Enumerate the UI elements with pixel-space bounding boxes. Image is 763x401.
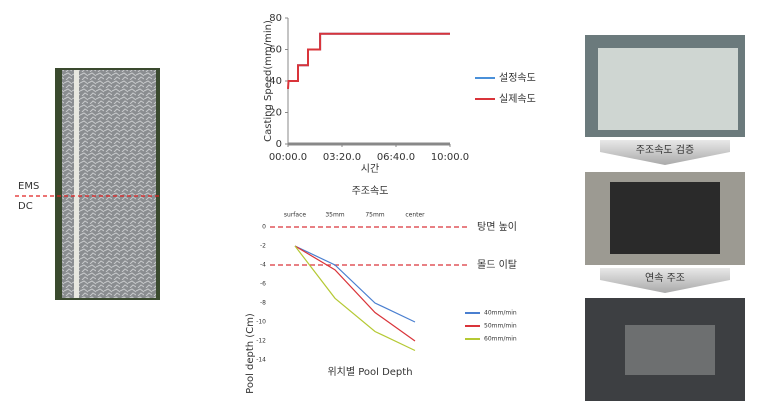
step-label: 연속 주조 <box>645 272 685 284</box>
chart-title: 위치별 Pool Depth <box>327 365 412 378</box>
reference-label: 탕면 높이 <box>477 221 517 233</box>
y-tick-label: -14 <box>256 357 266 364</box>
legend-label: 60mm/min <box>484 336 517 343</box>
y-tick-label: 20 <box>269 108 282 119</box>
y-tick-label: 60 <box>269 45 282 56</box>
legend-label: 설정속도 <box>499 72 536 84</box>
series-line <box>294 245 416 352</box>
y-tick-label: -4 <box>260 262 266 269</box>
legend-label: 실제속도 <box>499 93 536 105</box>
x-axis-label: 시간 <box>361 163 379 175</box>
y-tick-label: 40 <box>269 76 282 87</box>
x-tick-label: 00:00.0 <box>269 152 307 163</box>
legend-label: 50mm/min <box>484 323 517 330</box>
series-line <box>294 245 416 323</box>
y-tick-label: 0 <box>262 224 266 231</box>
y-tick-label: -10 <box>256 319 266 326</box>
y-axis-label: Casting Speed(mm/min) <box>263 20 274 142</box>
ingot-photo <box>55 68 160 300</box>
y-tick-label: -12 <box>256 338 266 345</box>
y-tick-label: 80 <box>269 13 282 24</box>
y-tick-label: 0 <box>276 139 282 150</box>
legend-label: 40mm/min <box>484 310 517 317</box>
x-tick-label: 75mm <box>365 212 384 219</box>
y-tick-label: -6 <box>260 281 266 288</box>
x-tick-label: surface <box>284 212 306 219</box>
reference-label: 몰드 이탈 <box>477 258 517 271</box>
y-axis-label: Pool depth (Cm) <box>245 313 256 394</box>
x-tick-label: 35mm <box>325 212 344 219</box>
series-line <box>288 32 450 82</box>
y-tick-label: -8 <box>260 300 266 307</box>
x-tick-label: 10:00.0 <box>431 152 469 163</box>
series-line <box>294 245 416 342</box>
step-label: 주조속도 검증 <box>636 144 694 156</box>
y-tick-label: -2 <box>260 243 266 250</box>
x-tick-label: 03:20.0 <box>323 152 361 163</box>
right-photos <box>585 35 745 401</box>
chart-title: 주조속도 <box>352 185 389 197</box>
ems-label: EMS <box>18 181 39 192</box>
x-tick-label: 06:40.0 <box>377 152 415 163</box>
dc-label: DC <box>18 201 33 212</box>
series-line <box>287 32 450 89</box>
x-tick-label: center <box>405 212 425 219</box>
